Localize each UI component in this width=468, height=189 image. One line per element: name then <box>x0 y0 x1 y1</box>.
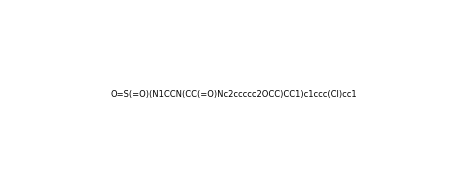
Text: O=S(=O)(N1CCN(CC(=O)Nc2ccccc2OCC)CC1)c1ccc(Cl)cc1: O=S(=O)(N1CCN(CC(=O)Nc2ccccc2OCC)CC1)c1c… <box>111 90 357 99</box>
